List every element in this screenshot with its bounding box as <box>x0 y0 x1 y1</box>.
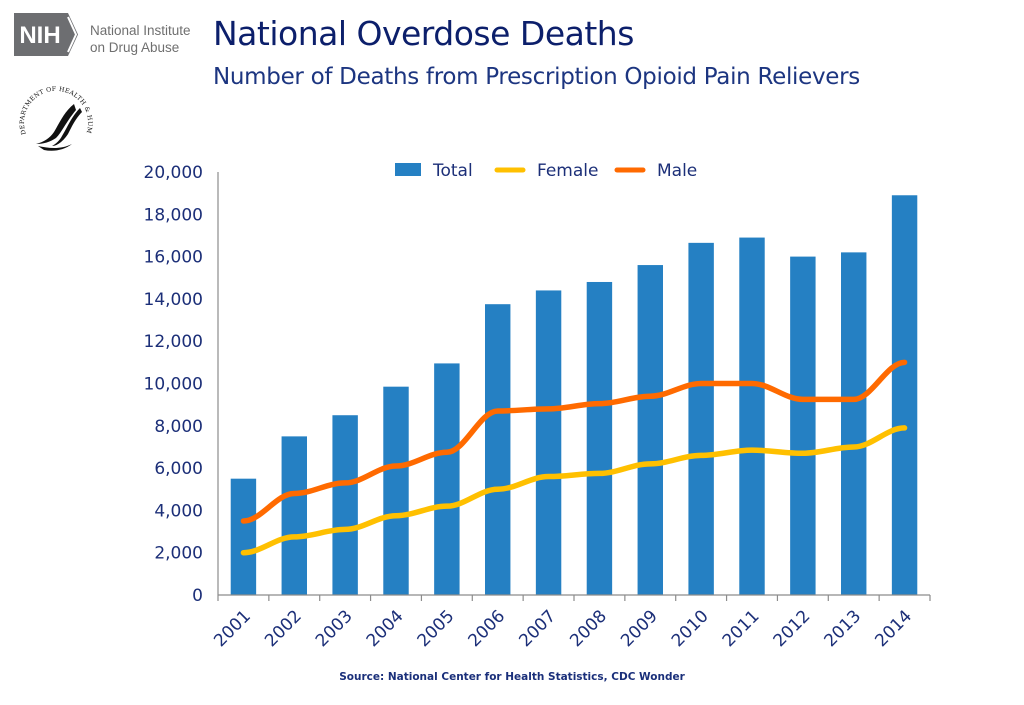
y-tick-label: 8,000 <box>154 417 203 437</box>
y-tick-label: 12,000 <box>144 332 203 352</box>
x-tick-label: 2005 <box>414 606 459 651</box>
y-tick-label: 20,000 <box>144 163 203 183</box>
legend-swatch-total <box>395 163 421 176</box>
x-tick-label: 2012 <box>770 606 815 651</box>
org-name-line2: on Drug Abuse <box>90 40 180 55</box>
bar-total-2008 <box>586 281 613 595</box>
x-tick-label: 2001 <box>210 606 255 651</box>
x-tick-label: 2008 <box>566 606 611 651</box>
x-tick-label: 2010 <box>668 606 713 651</box>
bar-total-2011 <box>739 237 765 595</box>
bar-total-2014 <box>891 195 918 595</box>
bar-total-2006 <box>485 304 511 595</box>
page-subtitle: Number of Deaths from Prescription Opioi… <box>213 64 860 90</box>
legend-label-female: Female <box>537 161 598 181</box>
y-tick-label: 16,000 <box>144 248 203 268</box>
legend-label-male: Male <box>657 161 697 181</box>
nih-logo-text: NIH <box>19 22 60 49</box>
bar-total-2002 <box>281 436 307 595</box>
x-tick-label: 2003 <box>312 606 357 651</box>
x-tick-label: 2014 <box>871 606 916 651</box>
bar-total-2010 <box>688 242 714 596</box>
page-title: National Overdose Deaths <box>213 14 634 53</box>
x-tick-label: 2007 <box>515 606 560 651</box>
x-tick-label: 2004 <box>363 606 408 651</box>
y-tick-label: 10,000 <box>144 375 203 395</box>
x-tick-label: 2006 <box>465 606 510 651</box>
nih-logo: NIH <box>14 13 78 56</box>
y-tick-label: 4,000 <box>154 501 203 521</box>
hhs-seal-icon: DEPARTMENT OF HEALTH & HUMAN SERVICES · … <box>11 77 98 166</box>
y-tick-label: 14,000 <box>144 290 203 310</box>
bar-total-2012 <box>790 256 816 595</box>
bar-total-2001 <box>230 478 257 595</box>
x-tick-label: 2011 <box>719 606 764 651</box>
org-name-line1: National Institute <box>90 23 191 38</box>
bar-total-2004 <box>383 386 409 595</box>
x-tick-label: 2013 <box>821 606 866 651</box>
source-note: Source: National Center for Health Stati… <box>339 671 685 683</box>
bar-total-2009 <box>637 265 663 595</box>
x-tick-label: 2009 <box>617 606 662 651</box>
x-tick-label: 2002 <box>261 606 306 651</box>
bar-total-2005 <box>434 363 460 595</box>
y-tick-label: 2,000 <box>154 544 203 564</box>
bar-total-2003 <box>332 415 358 595</box>
y-tick-label: 18,000 <box>144 205 203 225</box>
y-tick-label: 0 <box>192 586 203 606</box>
org-name: National Institute on Drug Abuse <box>90 22 191 56</box>
legend: Total Female Male <box>395 161 697 181</box>
legend-label-total: Total <box>432 161 473 181</box>
bar-total-2007 <box>535 290 562 595</box>
line-female <box>240 425 908 556</box>
line-male <box>240 359 908 524</box>
bar-total-2013 <box>841 252 867 595</box>
y-tick-label: 6,000 <box>154 459 203 479</box>
